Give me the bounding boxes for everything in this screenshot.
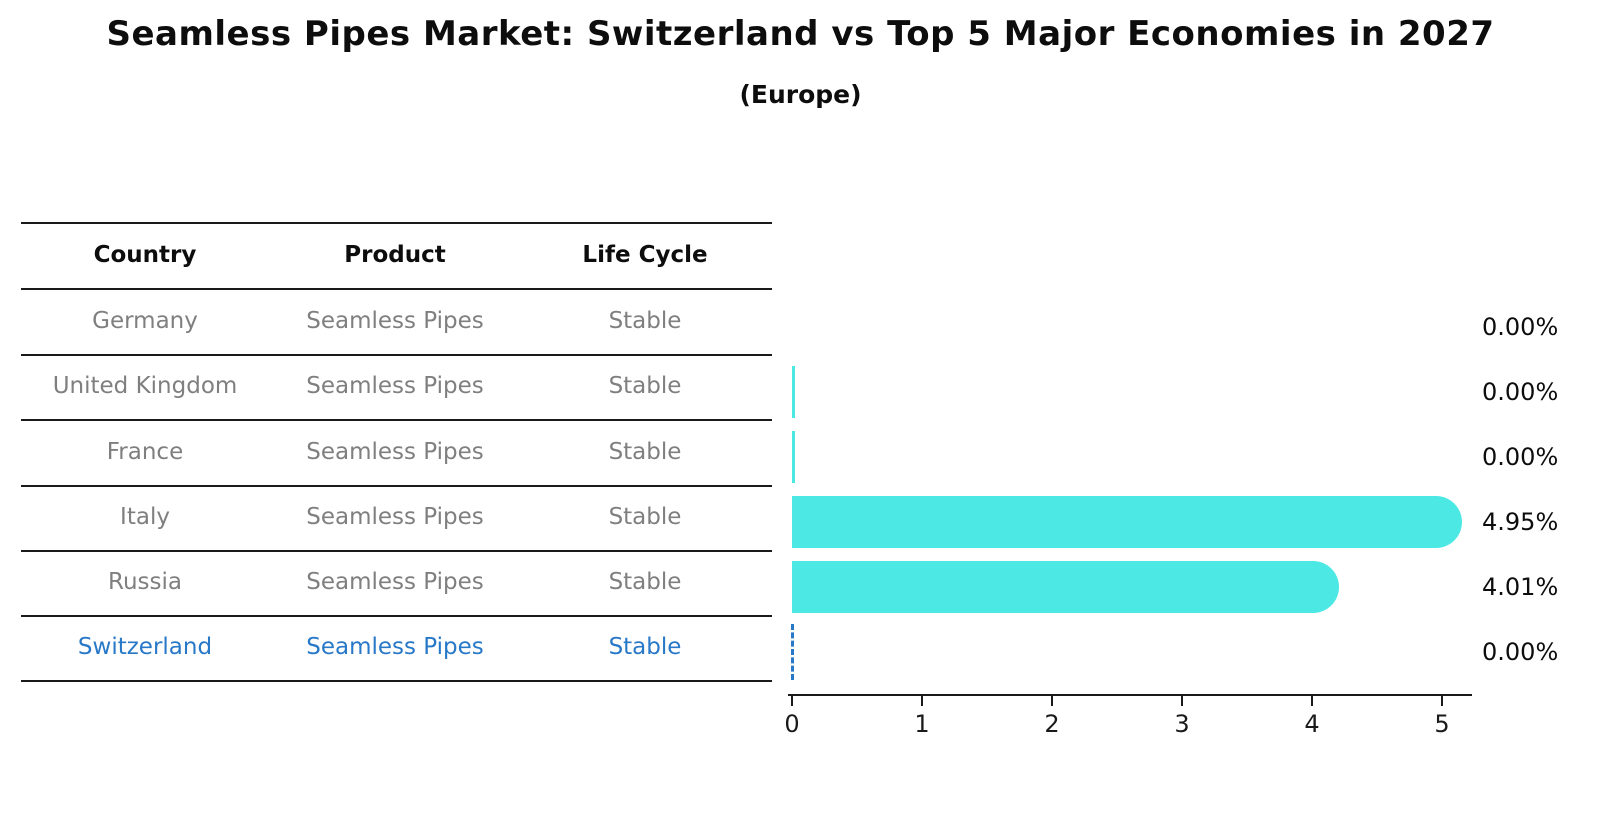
table-divider: [21, 615, 772, 617]
table-cell-product: Seamless Pipes: [306, 308, 484, 334]
bar-france: [792, 431, 795, 483]
table-divider: [21, 680, 772, 682]
table-divider: [21, 288, 772, 290]
x-axis-tick: [791, 696, 793, 706]
x-axis-line: [788, 694, 1472, 696]
x-axis-tick-label: 3: [1174, 710, 1190, 738]
table-cell-country: France: [106, 439, 184, 465]
x-axis-tick-label: 4: [1304, 710, 1320, 738]
x-axis-tick: [1181, 696, 1183, 706]
value-label-russia: 4.01%: [1482, 573, 1559, 601]
table-cell-product: Seamless Pipes: [306, 634, 484, 660]
table-cell-country: Russia: [108, 569, 182, 595]
table-cell-life-cycle: Stable: [608, 373, 682, 399]
value-label-switzerland: 0.00%: [1482, 638, 1559, 666]
table-cell-life-cycle: Stable: [608, 308, 682, 334]
table-header-life-cycle: Life Cycle: [582, 242, 708, 268]
bar-united-kingdom: [792, 366, 795, 418]
table-cell-product: Seamless Pipes: [306, 569, 484, 595]
x-axis-tick-label: 0: [784, 710, 800, 738]
table-cell-country: Switzerland: [77, 634, 213, 660]
table-cell-life-cycle: Stable: [608, 569, 682, 595]
x-axis-tick: [1051, 696, 1053, 706]
table-divider: [21, 485, 772, 487]
table-divider: [21, 419, 772, 421]
table-divider: [21, 354, 772, 356]
bar-italy: [792, 496, 1462, 548]
x-axis-tick-label: 2: [1044, 710, 1060, 738]
x-axis-tick: [921, 696, 923, 706]
x-axis-tick: [1441, 696, 1443, 706]
table-cell-life-cycle: Stable: [608, 504, 682, 530]
table-cell-life-cycle: Stable: [608, 439, 682, 465]
value-label-france: 0.00%: [1482, 443, 1559, 471]
bar-switzerland-dotted-marker: [791, 624, 794, 680]
table-divider: [21, 550, 772, 552]
x-axis-tick-label: 1: [914, 710, 930, 738]
x-axis-tick-label: 5: [1434, 710, 1450, 738]
table-cell-country: Italy: [120, 504, 170, 530]
value-label-germany: 0.00%: [1482, 313, 1559, 341]
chart-subtitle: (Europe): [739, 80, 862, 109]
bar-russia: [792, 561, 1339, 613]
value-label-united-kingdom: 0.00%: [1482, 378, 1559, 406]
table-cell-product: Seamless Pipes: [306, 504, 484, 530]
value-label-italy: 4.95%: [1482, 508, 1559, 536]
table-cell-country: Germany: [92, 308, 198, 334]
table-cell-country: United Kingdom: [52, 373, 238, 399]
table-cell-product: Seamless Pipes: [306, 439, 484, 465]
table-header-product: Product: [344, 242, 446, 268]
chart-title: Seamless Pipes Market: Switzerland vs To…: [106, 14, 1495, 54]
table-divider: [21, 222, 772, 224]
table-cell-product: Seamless Pipes: [306, 373, 484, 399]
table-header-country: Country: [93, 242, 197, 268]
x-axis-tick: [1311, 696, 1313, 706]
table-cell-life-cycle: Stable: [608, 634, 682, 660]
